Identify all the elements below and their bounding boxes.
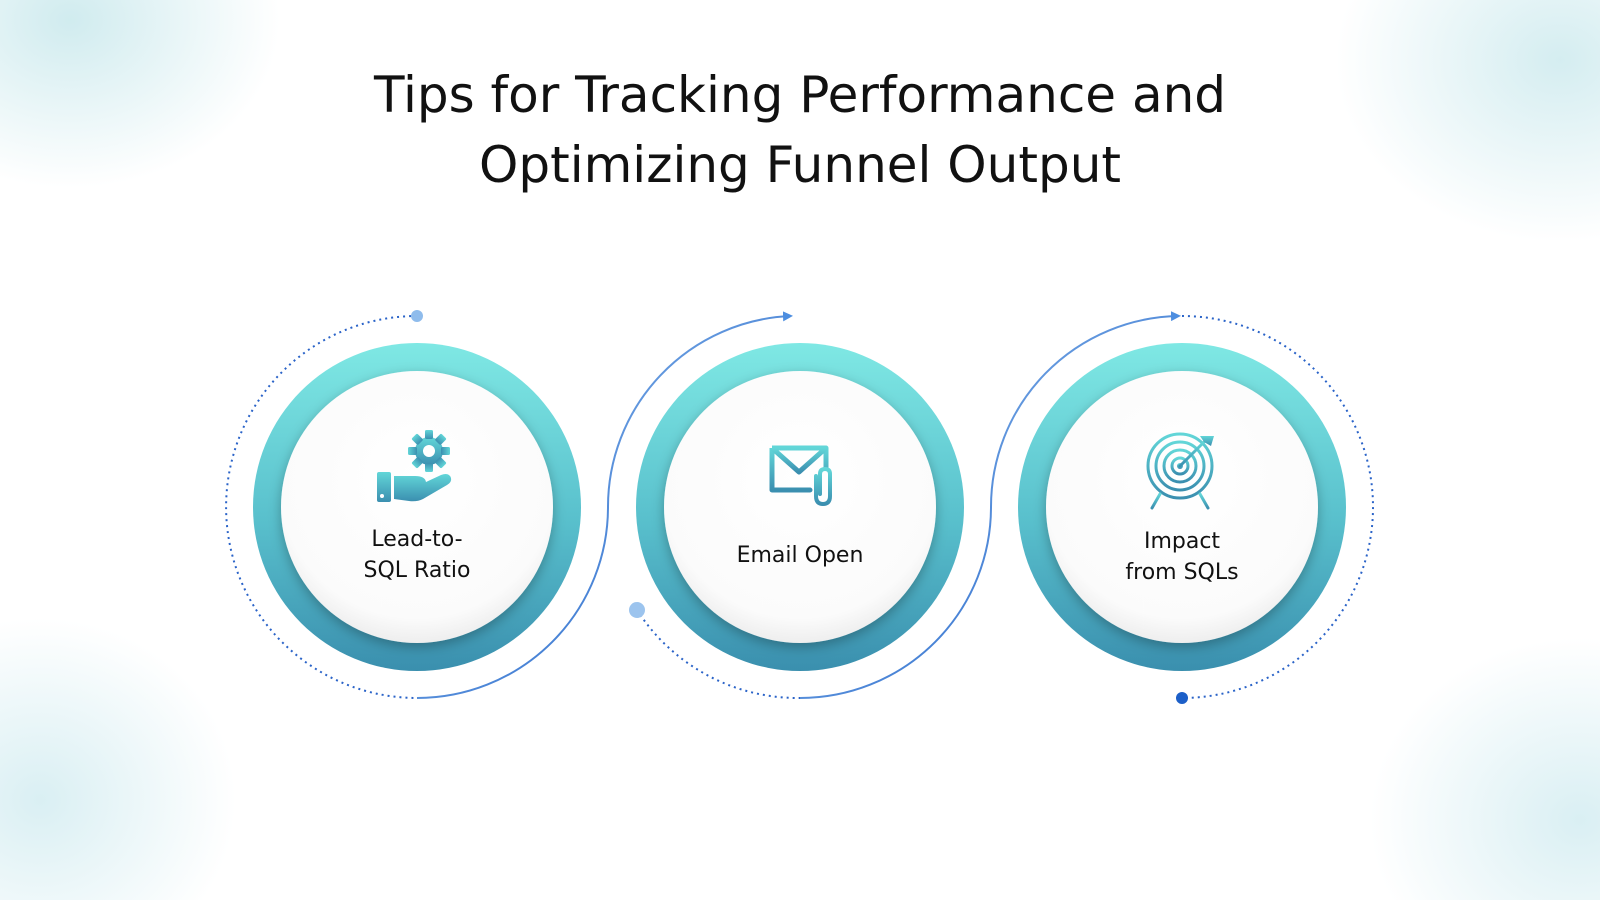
step-circle-2 bbox=[636, 343, 964, 671]
step-inner-1 bbox=[281, 371, 553, 643]
step-label-2: Email Open bbox=[736, 543, 864, 568]
step-circle-3 bbox=[1018, 343, 1346, 671]
step-inner-3 bbox=[1046, 371, 1318, 643]
connector-start-dot bbox=[411, 310, 423, 322]
step-circle-1 bbox=[253, 343, 581, 671]
hand-gear-icon bbox=[377, 430, 452, 502]
title-line-2: Optimizing Funnel Output bbox=[479, 136, 1121, 194]
connector-arc-2-dotted bbox=[636, 609, 801, 700]
connector-mid-dot bbox=[629, 602, 645, 618]
step-label-1: Lead-to- SQL Ratio bbox=[363, 527, 471, 583]
target-arrow-icon bbox=[1146, 432, 1214, 510]
connector-end-dot bbox=[1176, 692, 1188, 704]
step-inner-2 bbox=[664, 371, 936, 643]
step-label-3: Impact from SQLs bbox=[1125, 529, 1239, 585]
page-title: Tips for Tracking Performance and Optimi… bbox=[0, 60, 1600, 200]
connector-arc-1-to-2 bbox=[416, 311, 793, 699]
title-line-1: Tips for Tracking Performance and bbox=[373, 66, 1227, 124]
email-attachment-icon bbox=[769, 445, 832, 507]
connector-arc-2-to-3 bbox=[799, 311, 1181, 699]
